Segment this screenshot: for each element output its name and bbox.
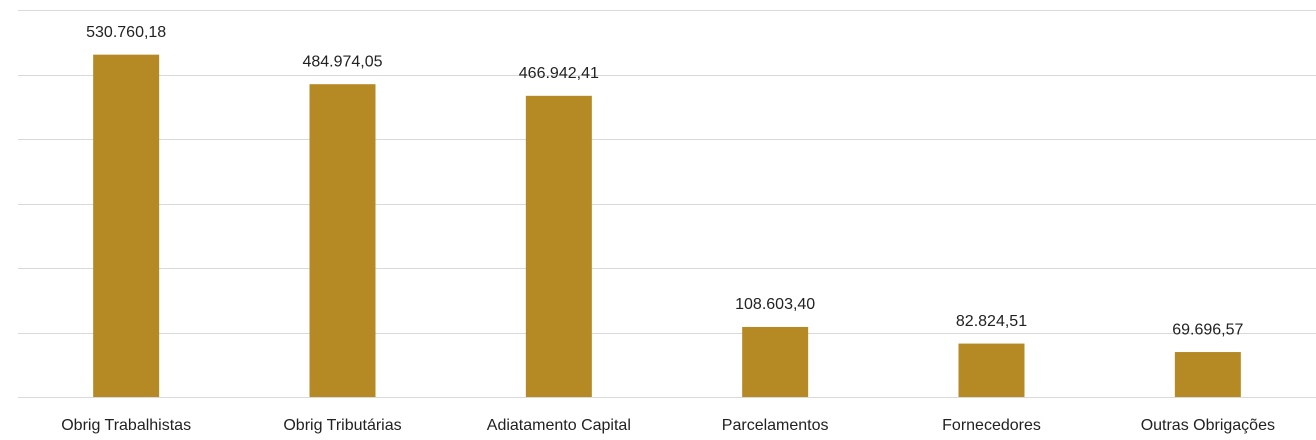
bar: [309, 84, 376, 397]
bar: [93, 54, 160, 398]
x-tick-label: Adiatamento Capital: [487, 417, 631, 434]
data-label: 69.696,57: [1172, 321, 1243, 338]
data-label: 108.603,40: [735, 296, 815, 313]
data-label: 530.760,18: [86, 24, 166, 41]
bar: [1174, 352, 1241, 397]
data-label: 82.824,51: [956, 313, 1027, 330]
x-tick-label: Outras Obrigações: [1141, 417, 1275, 434]
bar: [742, 326, 809, 397]
x-tick-label: Fornecedores: [942, 417, 1041, 434]
x-tick-label: Parcelamentos: [722, 417, 829, 434]
data-label: 466.942,41: [519, 65, 599, 82]
bar: [525, 95, 592, 397]
x-tick-label: Obrig Trabalhistas: [61, 417, 191, 434]
x-tick-label: Obrig Tributárias: [283, 417, 401, 434]
bar: [958, 343, 1025, 397]
data-label: 484.974,05: [302, 53, 382, 70]
